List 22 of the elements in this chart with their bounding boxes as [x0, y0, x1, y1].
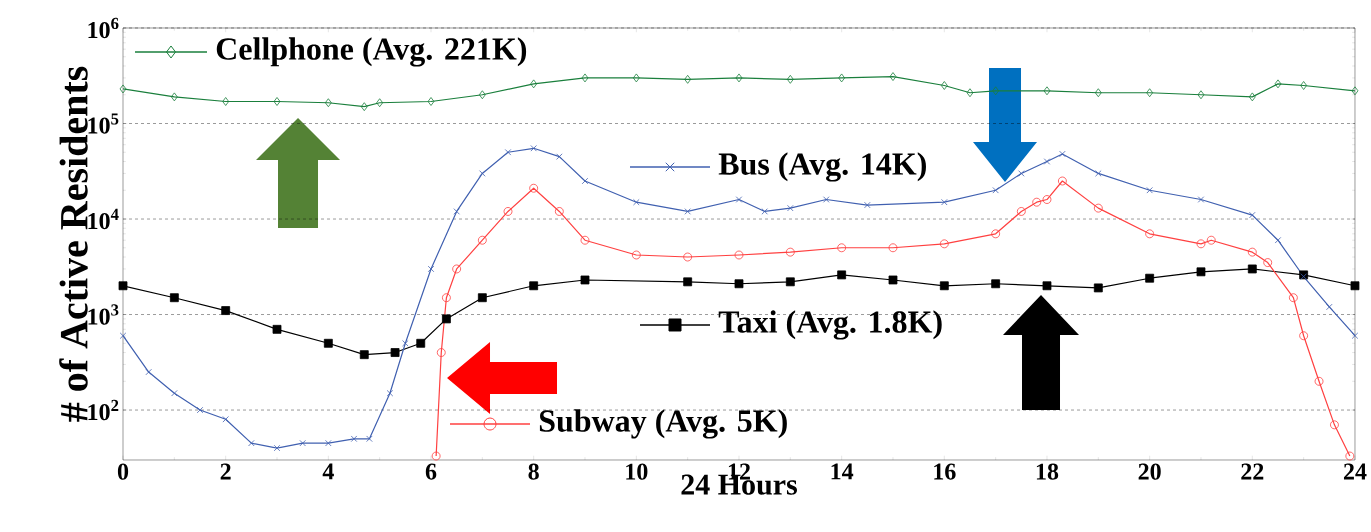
x-tick-label: 10: [626, 463, 648, 480]
y-tick-label: 10$^{2}$: [88, 399, 119, 421]
y-tick-label: 10$^{6}$: [88, 17, 119, 39]
x-tick-label: 24: [1343, 463, 1367, 480]
x-tick-label: 20: [1138, 463, 1161, 480]
x-tick-label: 0: [117, 463, 129, 480]
x-tick-label: 8: [528, 463, 539, 480]
legend-label: Bus (Avg. 14K): [718, 152, 926, 182]
legend-label: Taxi (Avg. 1.8K): [718, 310, 942, 340]
x-tick-label: 4: [322, 463, 334, 480]
x-tick-label: 18: [1036, 463, 1059, 480]
x-tick-label: 16: [934, 463, 956, 480]
y-tick-label: 10$^{4}$: [88, 208, 119, 230]
series-label: Cellphone (Avg. 221K): [216, 37, 527, 67]
y-axis-title: # of Active Residents: [59, 66, 88, 422]
legend-label: Subway (Avg. 5K): [539, 409, 787, 439]
y-tick-label: 10$^{3}$: [88, 304, 119, 325]
x-tick-label: 6: [425, 463, 437, 480]
y-tick-label: 10$^{5}$: [88, 113, 119, 134]
x-tick-label: 2: [220, 463, 231, 480]
x-tick-label: 22: [1241, 463, 1264, 480]
x-tick-label: 14: [831, 463, 854, 480]
